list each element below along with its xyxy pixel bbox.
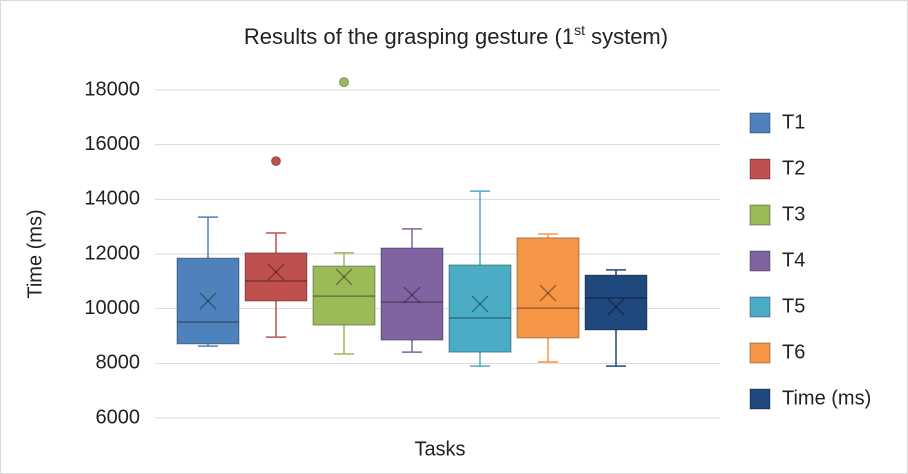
y-tick-label: 10000 bbox=[84, 297, 140, 319]
box bbox=[312, 265, 376, 326]
mean-marker bbox=[335, 268, 353, 286]
legend-label: T3 bbox=[782, 203, 805, 225]
legend-swatch bbox=[749, 296, 771, 318]
box bbox=[516, 237, 580, 339]
y-tick-label: 8000 bbox=[96, 352, 141, 374]
mean-marker bbox=[607, 298, 625, 316]
box bbox=[380, 247, 444, 341]
mean-marker bbox=[267, 263, 285, 281]
mean-marker bbox=[267, 263, 285, 281]
mean-marker bbox=[199, 292, 217, 310]
legend-label: T1 bbox=[782, 111, 805, 133]
mean-marker bbox=[403, 286, 421, 304]
legend-swatch bbox=[749, 250, 771, 272]
y-tick-label: 6000 bbox=[96, 406, 141, 428]
box bbox=[584, 274, 648, 331]
mean-marker bbox=[539, 284, 557, 302]
x-axis-label: Tasks bbox=[414, 438, 465, 460]
legend-swatch bbox=[749, 342, 771, 364]
outlier bbox=[271, 156, 281, 167]
outlier bbox=[339, 77, 349, 88]
legend-label: T5 bbox=[782, 295, 805, 317]
y-axis-label: Time (ms) bbox=[24, 209, 46, 298]
mean-marker bbox=[335, 268, 353, 286]
y-tick-label: 12000 bbox=[84, 242, 140, 264]
legend-label: T6 bbox=[782, 341, 805, 363]
y-tick-label: 14000 bbox=[84, 188, 140, 210]
title-part: system) bbox=[585, 24, 668, 49]
mean-marker bbox=[471, 295, 489, 313]
legend-label: T2 bbox=[782, 157, 805, 179]
legend-swatch bbox=[749, 158, 771, 180]
title-superscript: st bbox=[574, 22, 585, 38]
mean-marker bbox=[607, 298, 625, 316]
legend-label: T4 bbox=[782, 249, 805, 271]
box bbox=[176, 257, 240, 345]
mean-marker bbox=[539, 284, 557, 302]
title-part: Results of the grasping gesture (1 bbox=[244, 24, 574, 49]
mean-marker bbox=[199, 292, 217, 310]
legend-swatch bbox=[749, 112, 771, 134]
legend-swatch bbox=[749, 204, 771, 226]
legend-label: Time (ms) bbox=[782, 387, 871, 409]
mean-marker bbox=[403, 286, 421, 304]
mean-marker bbox=[471, 295, 489, 313]
legend-swatch bbox=[749, 388, 771, 410]
y-tick-label: 16000 bbox=[84, 133, 140, 155]
y-tick-label: 18000 bbox=[84, 78, 140, 100]
box bbox=[244, 252, 308, 302]
chart-title: Results of the grasping gesture (1st sys… bbox=[244, 22, 668, 49]
box bbox=[448, 264, 512, 353]
